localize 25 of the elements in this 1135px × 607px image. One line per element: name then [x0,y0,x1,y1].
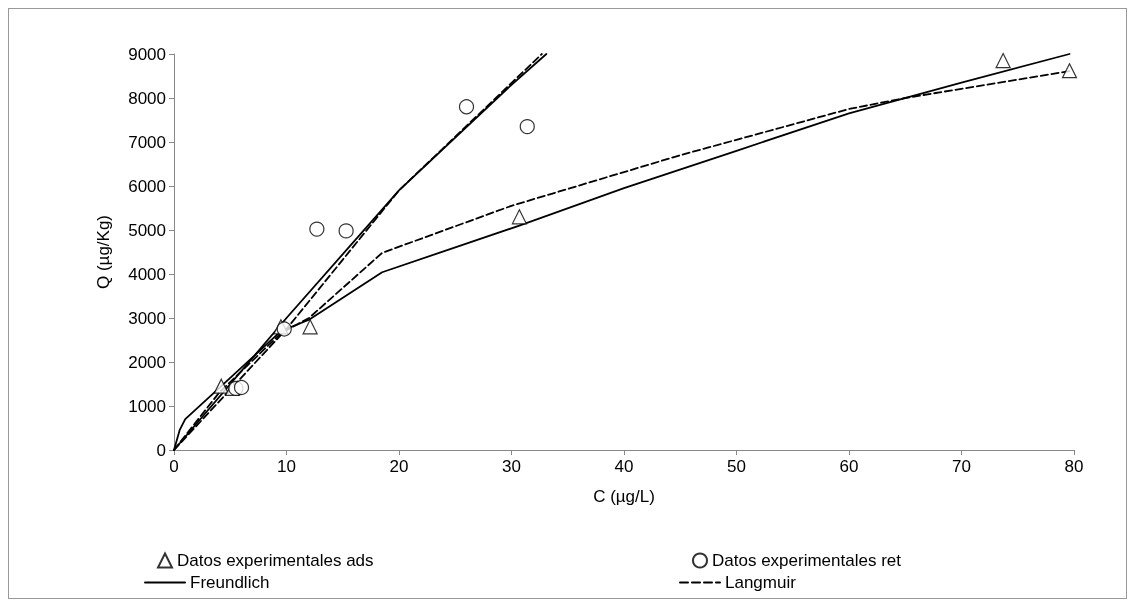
x-tick-label: 50 [727,457,746,476]
x-tick-label: 10 [277,457,296,476]
x-axis-title: C (µg/L) [593,487,655,506]
x-tick-label: 60 [839,457,859,476]
legend-label: Datos experimentales ads [177,551,374,570]
y-axis-title: Q (µg/Kg) [94,214,113,290]
x-tick-label: 40 [614,457,634,476]
x-tick-label: 80 [1064,457,1084,476]
x-tick-label: 30 [502,457,521,476]
x-tick-label: 0 [169,457,179,476]
legend-label: Datos experimentales ret [712,551,902,570]
y-tick-label: 6000 [128,176,166,196]
y-tick-label: 4000 [128,264,166,284]
y-tick-label: 3000 [128,308,166,328]
legend-label: Freundlich [190,573,270,592]
legend-label: Langmuir [725,573,797,592]
y-tick-label: 2000 [128,352,166,372]
y-tick-label: 0 [156,440,166,460]
y-tick-label: 5000 [128,220,166,240]
y-tick-label: 8000 [128,88,166,108]
y-tick-label: 7000 [128,132,166,152]
y-tick-label: 1000 [128,396,166,416]
x-tick-label: 20 [389,457,409,476]
y-tick-label: 9000 [128,44,166,64]
x-tick-label: 70 [952,457,971,476]
